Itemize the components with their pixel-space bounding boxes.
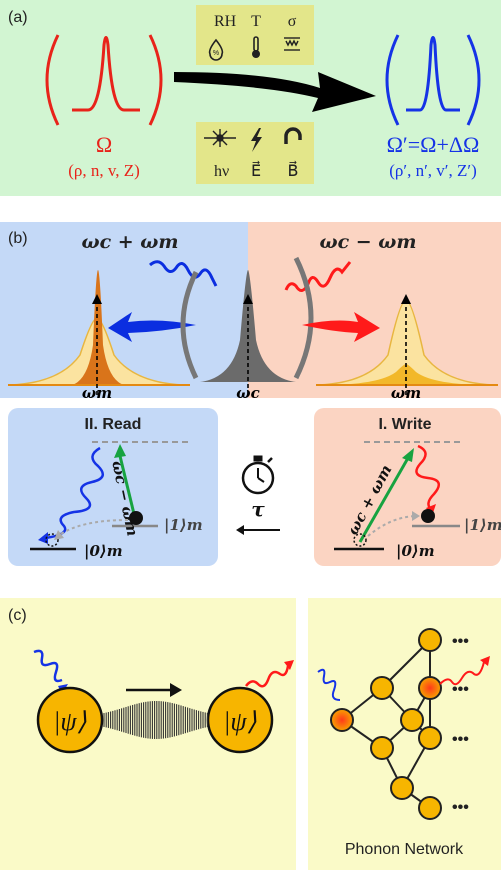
network-caption: Phonon Network [345,841,464,858]
shifted-mode-shape [385,34,481,126]
write-ket-one: |1⟩m [464,516,501,534]
phonon-wavepacket [103,701,208,739]
left-axis-label: ωm [82,384,112,402]
b-label: B⃗ [288,160,299,180]
read-decay-head [54,530,64,540]
tau-arrow-head [236,525,244,535]
write-title: I. Write [378,416,431,433]
center-axis-label: ωc [236,384,259,402]
network-node [418,628,442,652]
panel-b-label: (b) [8,230,28,247]
light-icon [204,129,236,147]
read-box [8,408,218,566]
network-continuation-4: ••• [452,799,469,816]
write-pump-line [358,457,410,543]
panel-c-label: (c) [8,607,27,624]
read-phonon [129,511,143,525]
write-phonon [421,509,435,523]
read-emitted-photon [45,446,105,540]
read-title: II. Read [85,416,142,433]
read-pump-head [114,444,126,458]
psi-node-left [36,686,104,754]
read-empty-phonon [45,533,59,547]
stress-icon [284,37,300,51]
rh-label: RH [214,13,237,30]
incoming-photon [33,649,63,683]
read-decay [57,519,129,537]
field-box [196,122,314,184]
tau-label: τ [251,497,265,521]
write-ket-zero: |0⟩m [396,542,435,560]
right-arrow [302,312,380,342]
phonon-network [317,628,490,820]
network-continuation-1: ••• [452,633,469,650]
thermometer-icon [252,36,260,58]
panel-a: (a) Ω (ρ, n, v, Z) RH T σ % [0,0,501,196]
omega-prime-label: Ω′=Ω+ΔΩ [387,132,480,157]
right-spectrum [316,294,498,395]
network-node [370,676,394,700]
network-continuation-2: ••• [452,681,469,698]
network-continuation-3: ••• [452,731,469,748]
sum-frequency-label: ωc + ωm [81,231,178,253]
psi-left-label: |ψ⟩ [53,707,86,736]
outgoing-photon [245,665,290,688]
panel-c-right-background [308,598,501,870]
left-mirror [180,270,199,380]
initial-mode-shape [45,34,163,126]
read-pump-line [118,455,136,515]
network-node [418,726,442,750]
e-label: E⃗ [251,160,261,180]
magnet-icon [284,127,302,144]
network-node [418,796,442,820]
network-node [390,776,414,800]
network-node [370,736,394,760]
red-photon [284,261,352,292]
omega-params: (ρ, n, v, Z) [68,161,140,180]
right-axis-label: ωm [391,384,421,402]
read-ket-zero: |0⟩m [84,542,123,560]
network-output-photon [439,661,485,686]
stopwatch-icon [241,455,275,495]
omega-prime-params: (ρ′, n′, v′, Z′) [389,161,477,180]
write-excite-head [412,511,420,521]
write-pump-head [402,448,414,462]
psi-right-label: |ψ⟩ [223,707,256,736]
network-node-input [330,708,354,732]
transfer-arrow-head [170,683,182,697]
left-arrow [108,312,196,342]
network-node-output [418,676,442,700]
left-spectrum [8,270,190,395]
panel-b: (b) ωc + ωm ωc − ωm [0,222,501,566]
center-spectrum [200,270,296,395]
sigma-label: σ [288,13,297,30]
outgoing-photon-head [284,660,294,670]
hv-label: hν [214,163,229,180]
psi-node-right [206,686,274,754]
write-empty-phonon [353,533,367,547]
write-emitted-photon [415,444,441,511]
panel-c: (c) |ψ⟩ |ψ⟩ [0,598,501,870]
network-output-head [480,656,490,666]
network-node [400,708,424,732]
panel-a-label: (a) [8,9,28,26]
t-label: T [251,13,261,30]
blue-photon [149,260,218,287]
right-mirror [293,256,314,380]
humidity-icon: % [208,38,224,61]
network-input-photon [317,668,341,701]
transform-arrow [174,72,376,112]
omega-label: Ω [96,132,112,157]
difference-frequency-label: ωc − ωm [319,231,416,253]
lightning-icon [251,128,262,152]
svg-text:%: % [213,50,219,57]
read-ket-one: |1⟩m [164,516,203,534]
